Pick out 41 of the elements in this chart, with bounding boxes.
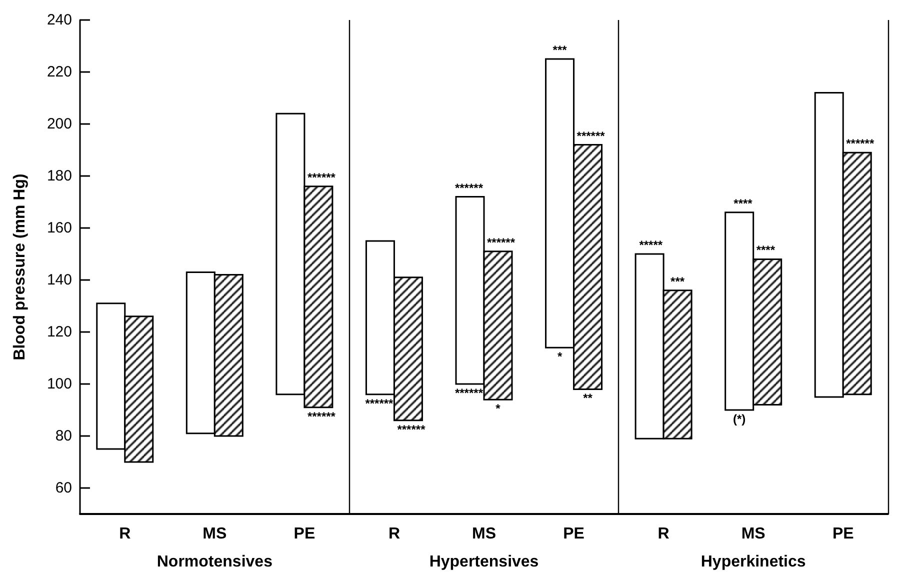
x-tick-label: MS (472, 526, 496, 542)
x-tick-label: R (119, 526, 132, 542)
x-tick-label: MS (741, 526, 766, 542)
annotation: *** (552, 43, 568, 57)
y-tick-label: 60 (55, 480, 72, 496)
annotation: ****** (307, 170, 336, 184)
annotation: (*) (732, 412, 746, 426)
annotation: ** (583, 391, 593, 406)
x-tick-label: PE (832, 526, 854, 542)
annotation: ****** (454, 180, 484, 195)
y-tick-label: 120 (46, 324, 72, 340)
y-tick-label: 180 (46, 168, 72, 184)
x-tick-label: PE (294, 526, 316, 542)
text: Hyperkinetics (700, 554, 806, 570)
annotation: ****** (307, 409, 336, 424)
annotation: ****** (487, 235, 516, 250)
annotation: ****** (365, 396, 394, 410)
annotation: **** (756, 243, 776, 258)
annotation: ***** (639, 238, 663, 252)
annotation: ****** (846, 136, 874, 151)
x-tick-label: MS (202, 526, 227, 542)
x-tick-label: PE (563, 526, 585, 542)
y-tick-label: 200 (46, 116, 72, 132)
y-tick-label: 100 (46, 376, 72, 392)
text: Hypertensives (429, 554, 539, 570)
annotation: **** (734, 196, 753, 210)
annotation: ****** (576, 128, 606, 143)
y-tick-label: 220 (46, 64, 72, 80)
annotation: *** (670, 274, 685, 288)
annotation: * (557, 350, 562, 364)
annotation: ****** (454, 386, 484, 400)
annotation: * (496, 402, 501, 416)
y-axis-title: Blood pressure (mm Hg) (12, 174, 28, 360)
x-tick-label: R (388, 526, 400, 542)
y-tick-label: 160 (46, 220, 72, 236)
annotation: ****** (397, 422, 426, 436)
y-tick-label: 80 (55, 428, 72, 444)
y-tick-label: 240 (46, 12, 72, 28)
y-tick-label: 140 (46, 272, 72, 288)
text: Normotensives (156, 554, 273, 570)
x-tick-label: R (658, 526, 670, 542)
